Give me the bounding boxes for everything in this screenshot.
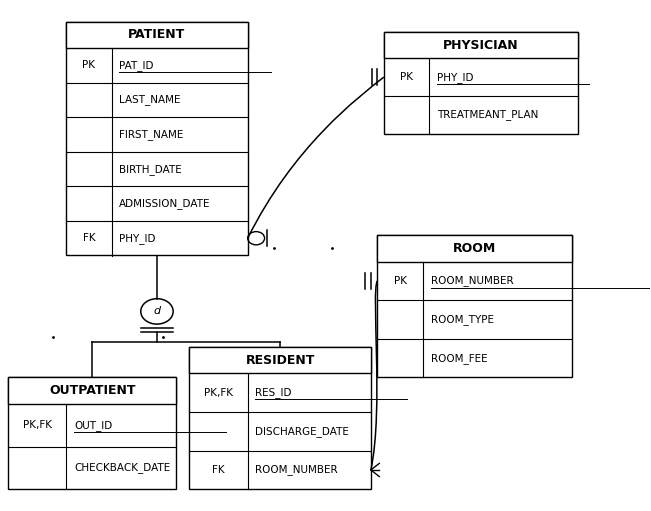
Text: ADMISSION_DATE: ADMISSION_DATE [119, 198, 211, 209]
Text: PK: PK [400, 72, 413, 82]
Bar [384, 32, 578, 58]
Text: BIRTH_DATE: BIRTH_DATE [119, 164, 182, 175]
Text: PK,FK: PK,FK [204, 388, 233, 398]
Text: ROOM_FEE: ROOM_FEE [430, 353, 487, 364]
Text: PATIENT: PATIENT [128, 29, 186, 41]
Text: OUTPATIENT: OUTPATIENT [49, 384, 135, 397]
Text: OUT_ID: OUT_ID [74, 420, 112, 431]
Bar [189, 347, 371, 489]
Text: ROOM_NUMBER: ROOM_NUMBER [430, 275, 513, 286]
Bar [378, 235, 572, 262]
Text: PK,FK: PK,FK [23, 420, 51, 430]
Bar [189, 347, 371, 374]
Text: PK: PK [394, 276, 406, 286]
Text: FK: FK [212, 465, 225, 475]
Bar [384, 32, 578, 133]
Bar [66, 22, 248, 48]
Text: ROOM: ROOM [453, 242, 496, 255]
Bar [66, 22, 248, 256]
Text: PK: PK [83, 60, 96, 71]
Text: LAST_NAME: LAST_NAME [119, 95, 181, 105]
Text: d: d [154, 307, 161, 316]
Text: PHY_ID: PHY_ID [437, 72, 473, 83]
Text: CHECKBACK_DATE: CHECKBACK_DATE [74, 462, 171, 473]
Text: PHYSICIAN: PHYSICIAN [443, 39, 519, 52]
Text: RES_ID: RES_ID [255, 387, 292, 398]
Bar [8, 378, 176, 489]
Text: DISCHARGE_DATE: DISCHARGE_DATE [255, 426, 350, 437]
Text: RESIDENT: RESIDENT [245, 354, 315, 367]
Text: ROOM_NUMBER: ROOM_NUMBER [255, 464, 338, 475]
Bar [378, 235, 572, 378]
Text: ROOM_TYPE: ROOM_TYPE [430, 314, 493, 325]
Bar [8, 378, 176, 404]
Text: FIRST_NAME: FIRST_NAME [119, 129, 184, 140]
Text: TREATMEANT_PLAN: TREATMEANT_PLAN [437, 109, 538, 120]
Text: FK: FK [83, 233, 95, 243]
Text: PHY_ID: PHY_ID [119, 233, 156, 244]
Text: PAT_ID: PAT_ID [119, 60, 154, 71]
